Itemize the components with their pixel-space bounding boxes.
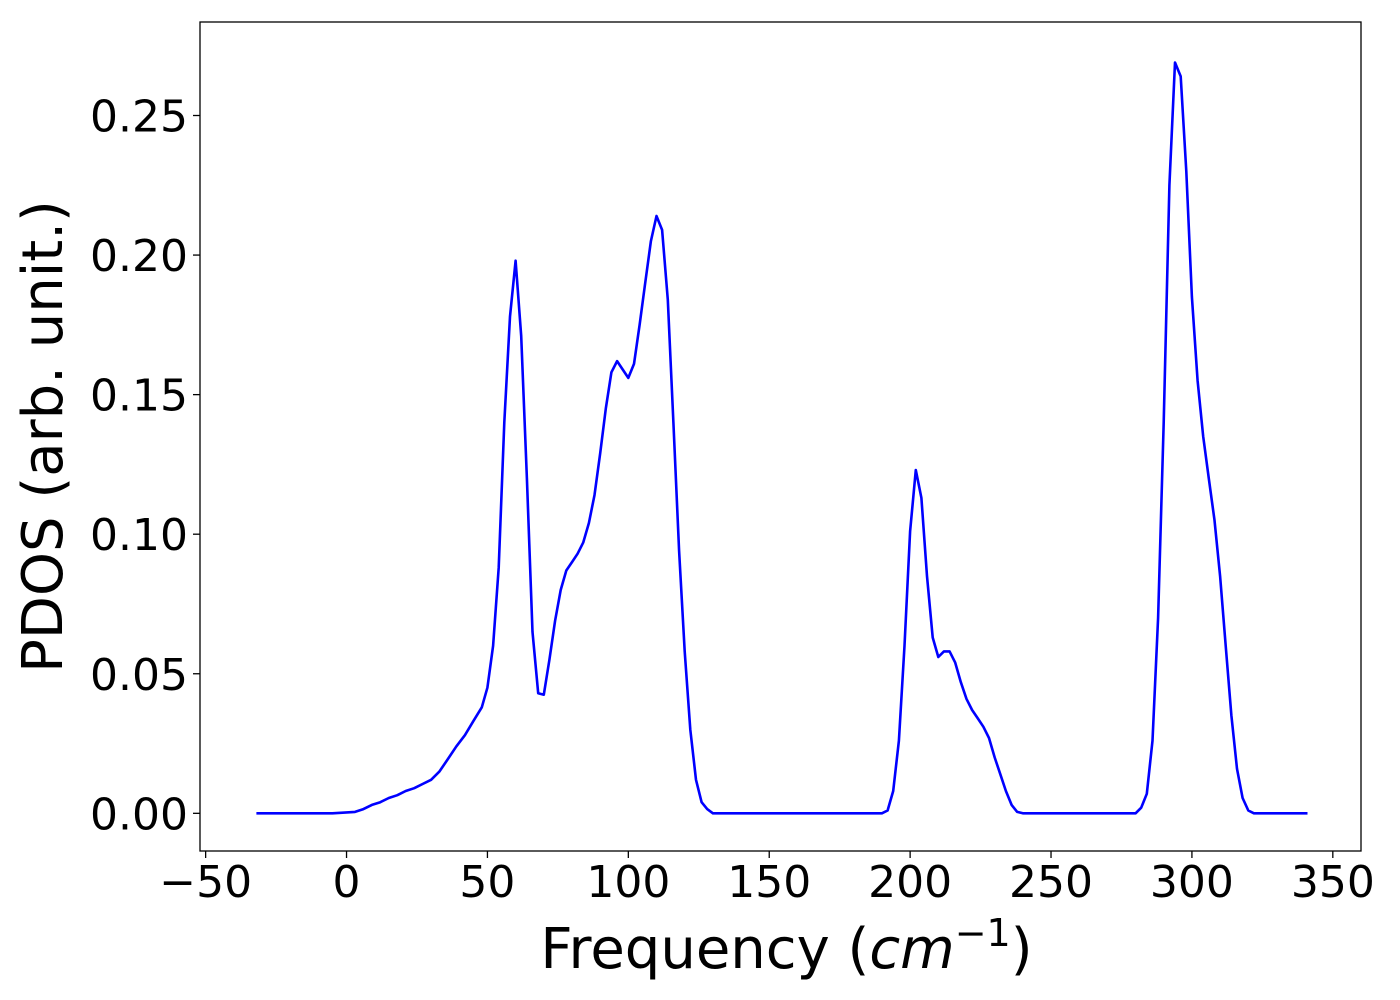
x-tick-label: 200	[868, 857, 952, 908]
y-tick-label: 0.10	[90, 510, 188, 561]
x-tick-label: 100	[586, 857, 670, 908]
x-tick-label: −50	[159, 857, 252, 908]
x-axis-label: Frequency (cm−1)	[540, 911, 1032, 982]
y-tick-label: 0.15	[90, 371, 188, 422]
y-tick-label: 0.20	[90, 231, 188, 282]
plot-area-frame	[199, 21, 1362, 852]
x-axis-label-text: Frequency (	[540, 917, 869, 982]
series-line-0	[256, 61, 1308, 815]
x-tick-label: 300	[1150, 857, 1234, 908]
x-tick-label: 0	[333, 857, 361, 908]
x-tick-label: 250	[1009, 857, 1093, 908]
x-axis-label-unit: cm	[869, 917, 954, 982]
y-tick-label: 0.05	[90, 650, 188, 701]
series-group	[256, 61, 1308, 815]
x-tick-label: 50	[459, 857, 515, 908]
y-axis-ticks: 0.00 0.05 0.10 0.15 0.20 0.25	[90, 92, 200, 840]
x-axis-label-close: )	[1011, 917, 1033, 982]
x-axis-label-exponent: −1	[955, 911, 1011, 955]
y-tick-label: 0.00	[90, 789, 188, 840]
y-axis-label: PDOS (arb. unit.)	[11, 200, 76, 673]
y-tick-label: 0.25	[90, 92, 188, 143]
x-axis-ticks: −50 0 50 100 150 200 250 300 350	[159, 851, 1375, 908]
x-tick-label: 150	[727, 857, 811, 908]
x-tick-label: 350	[1291, 857, 1375, 908]
